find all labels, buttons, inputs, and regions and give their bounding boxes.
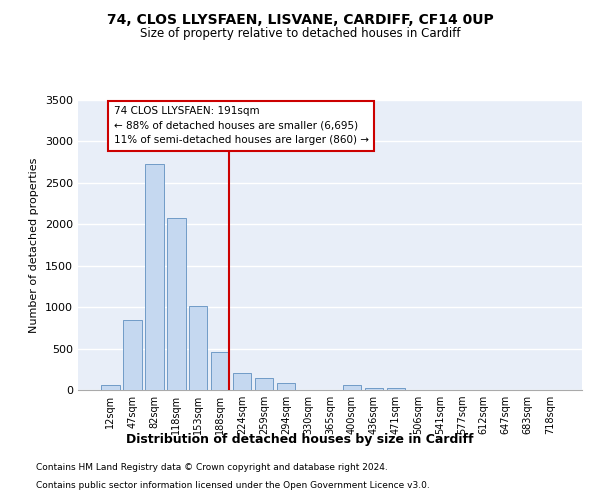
Bar: [343, 385, 361, 390]
Bar: [189, 306, 208, 390]
Bar: [145, 164, 164, 390]
Text: Contains public sector information licensed under the Open Government Licence v3: Contains public sector information licen…: [36, 481, 430, 490]
Bar: [167, 218, 185, 390]
Bar: [277, 384, 295, 390]
Bar: [386, 388, 405, 390]
Bar: [255, 378, 274, 390]
Bar: [101, 385, 119, 390]
Bar: [365, 388, 383, 390]
Y-axis label: Number of detached properties: Number of detached properties: [29, 158, 40, 332]
Text: Contains HM Land Registry data © Crown copyright and database right 2024.: Contains HM Land Registry data © Crown c…: [36, 464, 388, 472]
Text: Size of property relative to detached houses in Cardiff: Size of property relative to detached ho…: [140, 28, 460, 40]
Text: Distribution of detached houses by size in Cardiff: Distribution of detached houses by size …: [126, 432, 474, 446]
Text: 74 CLOS LLYSFAEN: 191sqm
← 88% of detached houses are smaller (6,695)
11% of sem: 74 CLOS LLYSFAEN: 191sqm ← 88% of detach…: [113, 106, 368, 146]
Bar: [123, 320, 142, 390]
Bar: [211, 352, 229, 390]
Bar: [233, 372, 251, 390]
Text: 74, CLOS LLYSFAEN, LISVANE, CARDIFF, CF14 0UP: 74, CLOS LLYSFAEN, LISVANE, CARDIFF, CF1…: [107, 12, 493, 26]
